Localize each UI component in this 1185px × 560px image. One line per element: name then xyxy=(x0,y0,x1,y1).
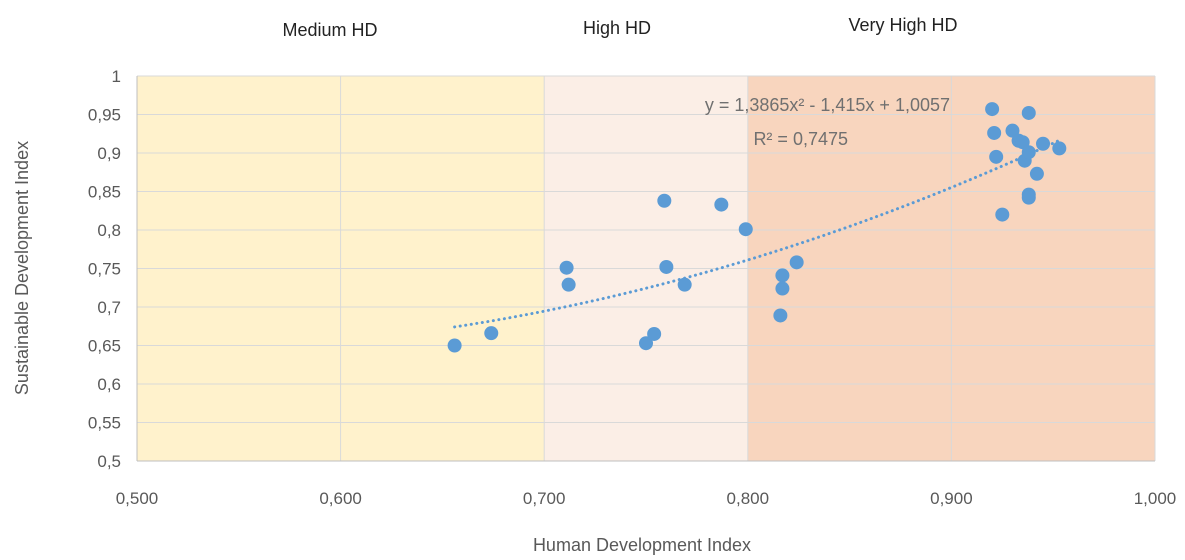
x-tick-label: 0,600 xyxy=(319,489,362,508)
data-point xyxy=(1015,135,1030,150)
y-tick-label: 0,5 xyxy=(97,452,121,471)
y-axis-title: Sustainable Development Index xyxy=(12,141,32,395)
data-point xyxy=(995,207,1010,222)
y-tick-label: 0,6 xyxy=(97,375,121,394)
x-tick-label: 0,500 xyxy=(116,489,159,508)
data-point xyxy=(1052,141,1067,156)
data-point xyxy=(447,338,462,353)
y-tick-label: 0,95 xyxy=(88,106,121,125)
axes xyxy=(136,76,1155,462)
y-tick-label: 1 xyxy=(112,67,121,86)
tick-labels: 0,5 0,55 0,6 0,65 0,7 0,75 0,8 0,85 0,9 0,95 1 0,50… xyxy=(88,67,1176,508)
trendline-r-squared: R² = 0,7475 xyxy=(753,129,848,149)
trendline-path xyxy=(453,138,1061,329)
region-label-very-high: Very High HD xyxy=(848,15,957,35)
y-tick-label: 0,8 xyxy=(97,221,121,240)
data-point xyxy=(775,268,790,283)
data-point xyxy=(1005,123,1020,138)
y-tick-label: 0,65 xyxy=(88,337,121,356)
x-tick-label: 0,900 xyxy=(930,489,973,508)
data-point xyxy=(657,193,672,208)
data-points xyxy=(447,102,1067,353)
data-point xyxy=(773,308,788,323)
data-point xyxy=(714,197,729,212)
data-point xyxy=(1021,145,1036,160)
data-point xyxy=(1036,136,1051,151)
y-tick-label: 0,9 xyxy=(97,144,121,163)
trendline xyxy=(453,138,1061,329)
data-point xyxy=(987,125,1002,140)
y-tick-label: 0,55 xyxy=(88,414,121,433)
data-point xyxy=(561,277,576,292)
trendline-equation: y = 1,3865x² - 1,415x + 1,0057 xyxy=(705,95,950,115)
data-point xyxy=(639,336,653,351)
data-point xyxy=(789,255,804,270)
x-tick-label: 1,000 xyxy=(1134,489,1177,508)
data-point xyxy=(1021,190,1036,205)
x-tick-label: 0,700 xyxy=(523,489,566,508)
x-tick-label: 0,800 xyxy=(727,489,770,508)
region-label-medium: Medium HD xyxy=(282,20,377,40)
data-point xyxy=(677,277,692,292)
data-point xyxy=(647,326,662,341)
data-point xyxy=(738,222,753,237)
data-point xyxy=(985,102,1000,117)
data-point xyxy=(1029,166,1044,181)
data-point xyxy=(484,326,499,341)
data-point xyxy=(775,281,790,296)
data-point xyxy=(989,149,1004,164)
y-tick-label: 0,85 xyxy=(88,183,121,202)
x-axis-title: Human Development Index xyxy=(533,535,751,555)
y-tick-label: 0,7 xyxy=(97,298,121,317)
data-point xyxy=(659,259,674,274)
region-label-high: High HD xyxy=(583,18,651,38)
data-point xyxy=(559,260,574,275)
y-tick-label: 0,75 xyxy=(88,260,121,279)
data-point xyxy=(1021,105,1036,120)
